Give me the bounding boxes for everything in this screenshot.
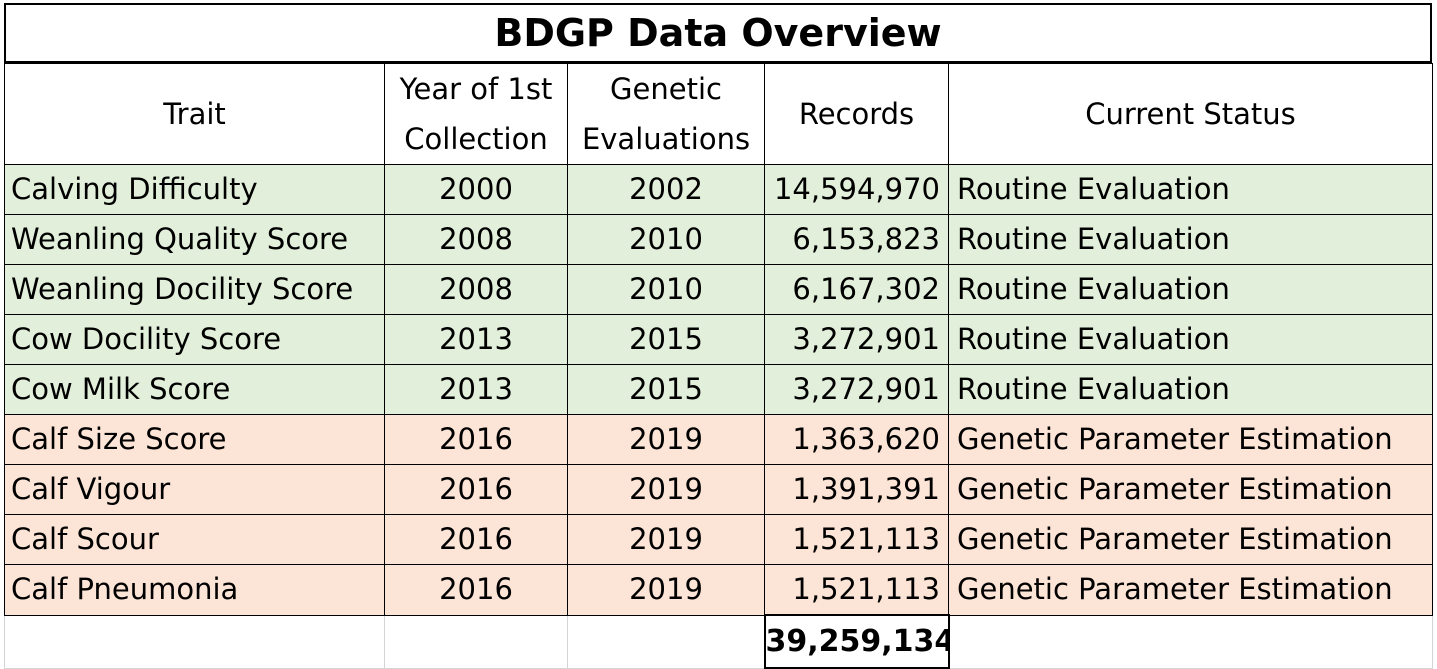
status-cell[interactable]: Genetic Parameter Estimation [948,564,1433,616]
header-year-of-first-collection[interactable]: Year of 1st Collection [384,63,568,165]
header-genetic-evaluations[interactable]: Genetic Evaluations [567,63,765,165]
year-cell[interactable]: 2016 [384,464,568,515]
records-cell[interactable]: 3,272,901 [764,364,949,415]
genetic-cell[interactable]: 2002 [567,164,765,215]
genetic-cell[interactable]: 2010 [567,214,765,265]
genetic-cell[interactable]: 2015 [567,314,765,365]
year-cell[interactable]: 2008 [384,214,568,265]
status-cell[interactable]: Genetic Parameter Estimation [948,464,1433,515]
table-row: Calf Scour 2016 2019 1,521,113 Genetic P… [4,514,1433,565]
table-row: Calf Pneumonia 2016 2019 1,521,113 Genet… [4,564,1433,616]
trait-cell[interactable]: Calf Size Score [4,414,385,465]
trait-cell[interactable]: Cow Docility Score [4,314,385,365]
records-cell[interactable]: 14,594,970 [764,164,949,215]
year-cell[interactable]: 2013 [384,364,568,415]
status-cell[interactable]: Genetic Parameter Estimation [948,514,1433,565]
empty-cell[interactable] [384,614,568,669]
table-row: Cow Docility Score 2013 2015 3,272,901 R… [4,314,1433,365]
records-cell[interactable]: 1,363,620 [764,414,949,465]
table-row: Weanling Quality Score 2008 2010 6,153,8… [4,214,1433,265]
table-row: Calf Size Score 2016 2019 1,363,620 Gene… [4,414,1433,465]
header-records[interactable]: Records [764,63,949,165]
records-cell[interactable]: 3,272,901 [764,314,949,365]
status-cell[interactable]: Routine Evaluation [948,364,1433,415]
table-row: Calving Difficulty 2000 2002 14,594,970 … [4,164,1433,215]
year-cell[interactable]: 2016 [384,564,568,616]
table-row: Weanling Docility Score 2008 2010 6,167,… [4,264,1433,315]
year-cell[interactable]: 2016 [384,414,568,465]
records-cell[interactable]: 6,153,823 [764,214,949,265]
trait-cell[interactable]: Weanling Docility Score [4,264,385,315]
records-cell[interactable]: 1,391,391 [764,464,949,515]
trait-cell[interactable]: Calving Difficulty [4,164,385,215]
status-cell[interactable]: Routine Evaluation [948,264,1433,315]
genetic-cell[interactable]: 2019 [567,464,765,515]
status-cell[interactable]: Routine Evaluation [948,214,1433,265]
year-cell[interactable]: 2008 [384,264,568,315]
header-row: Trait Year of 1st Collection Genetic Eva… [4,63,1433,165]
genetic-cell[interactable]: 2019 [567,564,765,616]
trait-cell[interactable]: Weanling Quality Score [4,214,385,265]
header-trait[interactable]: Trait [4,63,385,165]
empty-cell[interactable] [948,614,1433,669]
genetic-cell[interactable]: 2019 [567,414,765,465]
records-cell[interactable]: 1,521,113 [764,564,949,616]
genetic-cell[interactable]: 2015 [567,364,765,415]
empty-cell[interactable] [4,614,385,669]
table-row: Cow Milk Score 2013 2015 3,272,901 Routi… [4,364,1433,415]
status-cell[interactable]: Routine Evaluation [948,314,1433,365]
status-cell[interactable]: Routine Evaluation [948,164,1433,215]
table-row: Calf Vigour 2016 2019 1,391,391 Genetic … [4,464,1433,515]
genetic-cell[interactable]: 2010 [567,264,765,315]
genetic-cell[interactable]: 2019 [567,514,765,565]
header-current-status[interactable]: Current Status [948,63,1433,165]
year-cell[interactable]: 2016 [384,514,568,565]
empty-cell[interactable] [567,614,765,669]
year-cell[interactable]: 2013 [384,314,568,365]
status-cell[interactable]: Genetic Parameter Estimation [948,414,1433,465]
records-cell[interactable]: 1,521,113 [764,514,949,565]
data-table: Trait Year of 1st Collection Genetic Eva… [4,63,1433,669]
trait-cell[interactable]: Calf Vigour [4,464,385,515]
total-records-cell[interactable]: 39,259,134 [763,614,950,669]
records-cell[interactable]: 6,167,302 [764,264,949,315]
trait-cell[interactable]: Calf Scour [4,514,385,565]
table-title[interactable]: BDGP Data Overview [4,3,1432,63]
trait-cell[interactable]: Calf Pneumonia [4,564,385,616]
trait-cell[interactable]: Cow Milk Score [4,364,385,415]
total-row: 39,259,134 [4,614,1433,669]
year-cell[interactable]: 2000 [384,164,568,215]
